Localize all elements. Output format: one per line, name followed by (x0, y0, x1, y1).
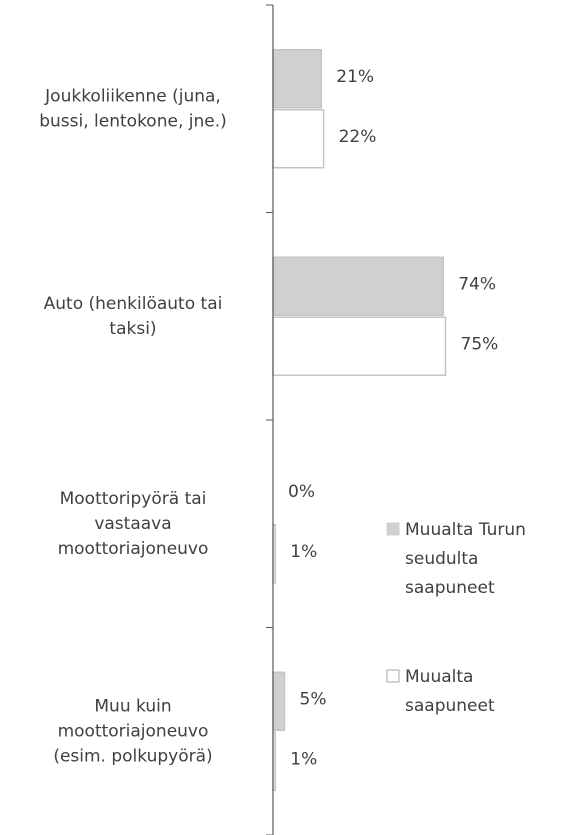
value-label: 1% (290, 749, 317, 769)
category-label: (esim. polkupyörä) (53, 746, 212, 766)
value-label: 75% (461, 334, 499, 354)
legend-label: Muualta Turun (405, 520, 526, 540)
category-label: taksi) (109, 319, 156, 339)
value-label: 74% (458, 274, 496, 294)
category-label: bussi, lentokone, jne.) (39, 111, 227, 131)
value-label: 21% (336, 67, 374, 87)
legend-label: saapuneet (405, 696, 495, 716)
bar (272, 671, 286, 731)
bar (272, 256, 444, 316)
legend-swatch (386, 669, 400, 683)
value-label: 5% (300, 689, 327, 709)
bar (272, 109, 325, 169)
category-label: moottoriajoneuvo (58, 539, 209, 559)
legend-swatch (386, 522, 400, 536)
category-label: vastaava (94, 514, 171, 534)
value-label: 1% (290, 542, 317, 562)
legend-label: Muualta (405, 667, 473, 687)
category-label: Muu kuin (94, 696, 171, 716)
legend-label: seudulta (405, 549, 478, 569)
bar (272, 316, 447, 376)
category-label: Joukkoliikenne (juna, (44, 86, 221, 106)
category-label: Auto (henkilöauto tai (44, 294, 223, 314)
category-label: moottoriajoneuvo (58, 721, 209, 741)
value-label: 0% (288, 482, 315, 502)
value-label: 22% (339, 127, 377, 147)
legend-label: saapuneet (405, 578, 495, 598)
bar (272, 49, 323, 109)
category-label: Moottoripyörä tai (60, 489, 207, 509)
